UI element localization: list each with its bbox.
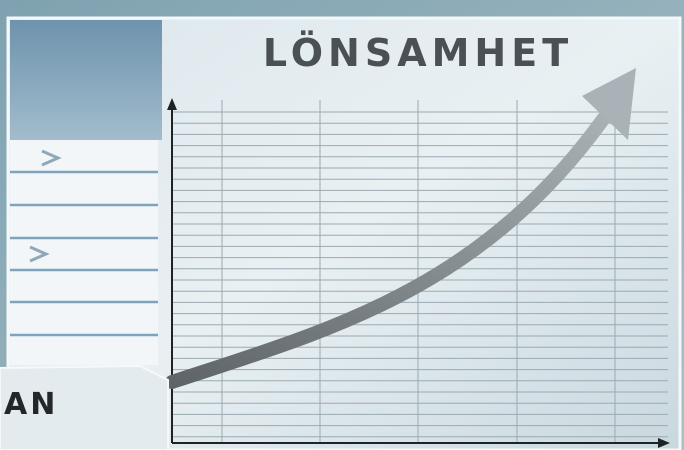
rows-bg bbox=[10, 140, 158, 365]
growth-curve bbox=[165, 111, 611, 389]
y-axis-head bbox=[167, 98, 177, 110]
curve-head bbox=[582, 68, 636, 140]
side-rows bbox=[10, 140, 158, 365]
row-arrow bbox=[29, 245, 50, 263]
side-panel bbox=[10, 20, 162, 140]
x-axis-head bbox=[658, 438, 670, 448]
corner-box bbox=[0, 364, 169, 450]
title: LÖNSAMHET bbox=[263, 31, 573, 75]
corner-text: AN bbox=[4, 387, 58, 422]
row-arrow bbox=[41, 149, 62, 167]
